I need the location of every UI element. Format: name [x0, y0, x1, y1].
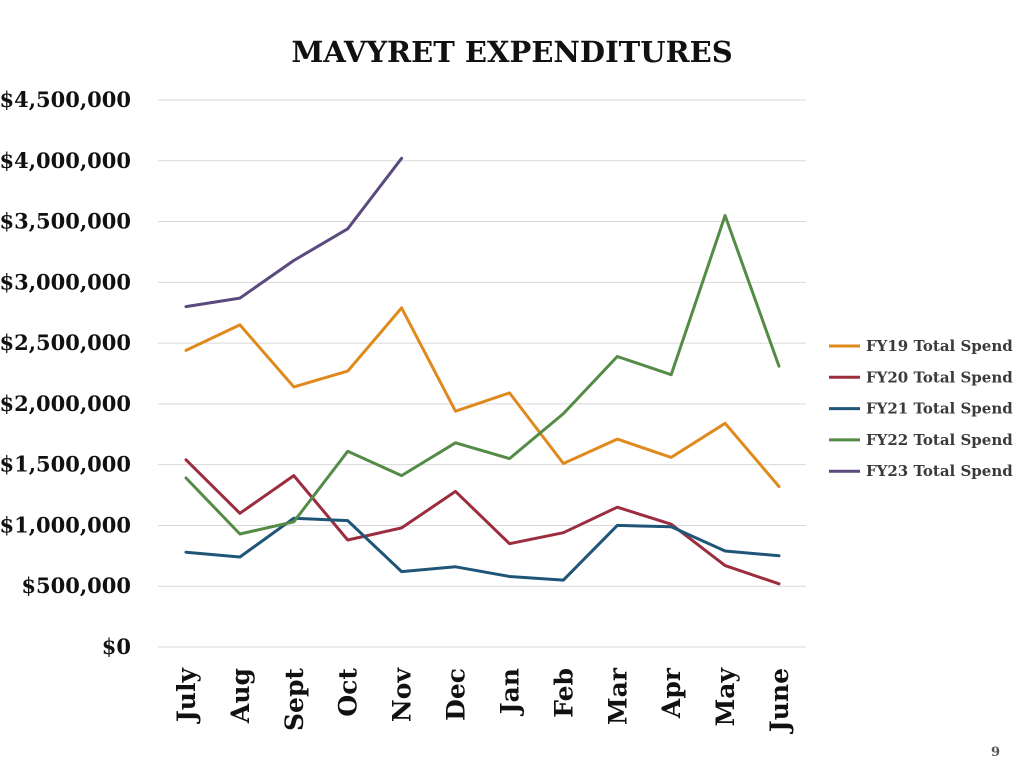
- series-line-fy22: [184, 214, 781, 536]
- y-axis-ticks: $0 $500,000 $1,000,000 $1,500,000 $2,000,000…: [0, 87, 131, 659]
- legend-label: FY22 Total Spend: [866, 431, 1013, 449]
- x-tick-label: Sept: [280, 668, 309, 731]
- chart-title: MAVYRET EXPENDITURES: [291, 35, 732, 69]
- y-tick-label: $500,000: [21, 573, 131, 598]
- legend-label: FY20 Total Spend: [866, 368, 1013, 386]
- x-tick-label: July: [172, 667, 201, 725]
- x-tick-label: Aug: [226, 668, 255, 724]
- y-tick-label: $2,500,000: [0, 330, 131, 355]
- series-line-fy20: [184, 458, 781, 586]
- y-tick-label: $1,500,000: [0, 452, 131, 477]
- y-tick-label: $1,000,000: [0, 512, 131, 537]
- y-tick-label: $2,000,000: [0, 391, 131, 416]
- x-tick-label: June: [765, 668, 794, 734]
- x-tick-label: May: [711, 667, 740, 727]
- legend-label: FY23 Total Spend: [866, 462, 1013, 480]
- y-tick-label: $4,000,000: [0, 148, 131, 173]
- page-number: 9: [991, 745, 1000, 760]
- x-tick-label: Oct: [334, 668, 363, 717]
- series-line-fy23: [184, 156, 404, 309]
- y-tick-label: $3,000,000: [0, 269, 131, 294]
- x-tick-label: Nov: [388, 667, 417, 723]
- grid-lines: [158, 99, 806, 648]
- series-lines: [184, 156, 781, 586]
- x-tick-label: Dec: [442, 668, 471, 721]
- series-line-fy19: [184, 306, 781, 488]
- y-tick-label: $0: [102, 634, 131, 659]
- x-tick-label: Jan: [495, 668, 524, 716]
- legend-label: FY19 Total Spend: [866, 337, 1013, 355]
- y-tick-label: $4,500,000: [0, 87, 131, 112]
- x-tick-label: Mar: [603, 667, 632, 725]
- legend: FY19 Total Spend FY20 Total Spend FY21 Tot…: [829, 337, 1013, 480]
- y-tick-label: $3,500,000: [0, 209, 131, 234]
- legend-label: FY21 Total Spend: [866, 400, 1013, 418]
- x-axis-ticks: July Aug Sept Oct Nov Dec Jan Feb Mar Apr May June: [172, 667, 794, 735]
- x-tick-label: Apr: [657, 667, 686, 719]
- x-tick-label: Feb: [549, 668, 578, 718]
